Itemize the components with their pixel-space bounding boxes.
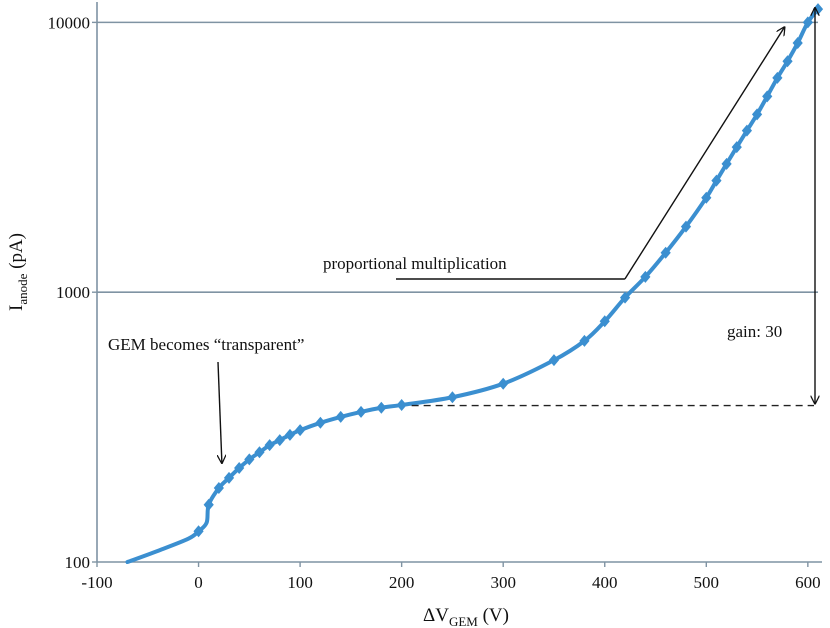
y-tick-label: 100 — [65, 553, 91, 572]
data-point-marker — [315, 416, 326, 429]
data-point-marker — [619, 291, 631, 304]
data-point-marker — [802, 16, 813, 29]
data-point-marker — [599, 315, 610, 328]
x-tick-label: 400 — [592, 573, 618, 592]
data-point-marker — [213, 482, 224, 495]
x-tick-label: 100 — [287, 573, 313, 592]
data-point-marker — [294, 424, 306, 437]
data-point-marker — [680, 220, 692, 233]
data-point-marker — [284, 428, 296, 441]
y-axis-label-subscript: anode — [15, 273, 30, 304]
data-point-marker — [762, 90, 773, 103]
transparent-arrow — [218, 361, 222, 463]
x-tick-label: 500 — [694, 573, 720, 592]
data-point-marker — [701, 191, 712, 204]
grid-layer — [97, 21, 818, 293]
annotation-gain: gain: 30 — [727, 322, 782, 341]
data-point-marker — [579, 334, 590, 347]
y-tick-label: 10000 — [48, 13, 91, 32]
y-tick-label: 1000 — [56, 283, 90, 302]
data-point-marker — [772, 71, 783, 84]
data-point-marker — [335, 410, 346, 423]
data-point-marker — [264, 439, 275, 452]
annotation-transparent: GEM becomes “transparent” — [108, 335, 304, 354]
x-axis-label-main: ΔV — [423, 605, 449, 626]
series-layer — [125, 3, 824, 564]
x-axis-label-unit: (V) — [478, 605, 509, 626]
data-point-marker — [447, 391, 458, 404]
data-point-marker — [731, 141, 742, 154]
data-point-marker — [711, 174, 722, 187]
data-point-marker — [234, 462, 245, 475]
data-point-marker — [223, 471, 235, 484]
data-point-marker — [254, 446, 265, 459]
x-tick-label: 300 — [490, 573, 516, 592]
data-point-marker — [355, 405, 367, 418]
y-axis-label-unit: (pA) — [6, 233, 27, 274]
x-tick-label: 0 — [194, 573, 203, 592]
data-point-marker — [274, 434, 285, 447]
x-axis-label-subscript: GEM — [449, 614, 478, 628]
data-point-marker — [193, 525, 204, 538]
axis-layer: 100 1000 10000 -100 0 100 200 300 400 500 600 — [48, 2, 822, 592]
data-point-marker — [244, 453, 255, 466]
data-point-marker — [751, 108, 763, 121]
data-point-marker — [792, 36, 803, 49]
x-tick-label: 200 — [389, 573, 415, 592]
x-tick-label: -100 — [81, 573, 112, 592]
data-point-marker — [376, 401, 387, 414]
data-point-marker — [782, 55, 793, 68]
data-point-marker — [498, 377, 509, 390]
data-point-marker — [548, 354, 560, 367]
x-tick-label: 600 — [795, 573, 821, 592]
data-point-marker — [640, 270, 651, 283]
data-point-marker — [721, 157, 732, 170]
y-axis-label: Ianode (pA) — [6, 233, 30, 311]
x-axis-label: ΔVGEM (V) — [423, 605, 509, 628]
data-point-marker — [396, 398, 407, 411]
proportional-leader-arrow — [624, 27, 785, 280]
y-axis-label-main: I — [6, 305, 27, 311]
annotation-proportional: proportional multiplication — [323, 254, 507, 273]
data-point-marker — [741, 124, 753, 137]
data-point-marker — [203, 498, 214, 511]
annotation-layer — [218, 8, 815, 463]
data-point-marker — [660, 246, 671, 259]
